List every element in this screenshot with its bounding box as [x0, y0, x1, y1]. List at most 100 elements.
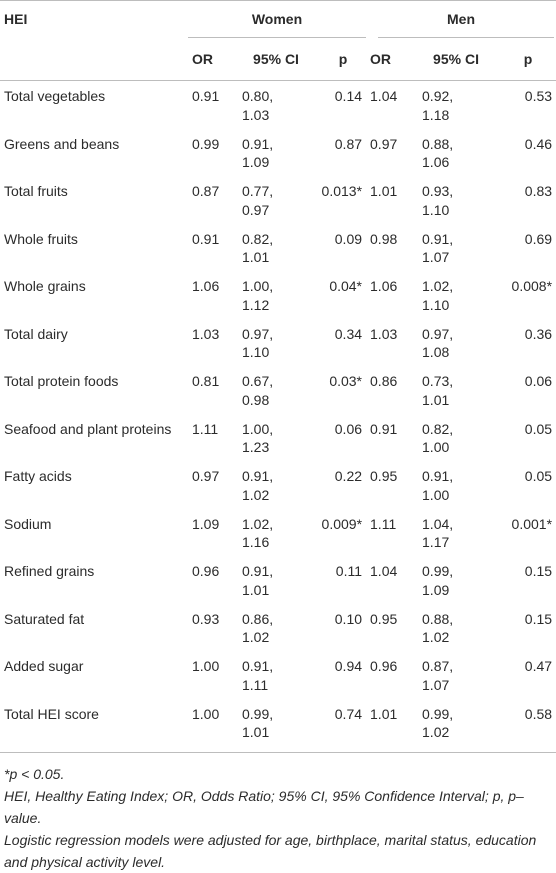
ci-lower: 0.91,	[242, 135, 274, 152]
ci-upper: 1.10	[242, 344, 270, 360]
ci-lower: 0.88,	[422, 610, 454, 627]
table-row: Greens and beans 0.99 0.91, 1.09 0.87 0.97 0.8…	[0, 128, 556, 176]
women-or-cell: 0.99	[192, 135, 220, 152]
ci-lower: 0.97,	[242, 325, 274, 342]
footnote-significance: *p < 0.05.	[4, 766, 65, 782]
men-p-cell: 0.69	[524, 230, 553, 247]
women-or-cell: 1.03	[192, 325, 220, 342]
women-p-cell: 0.94	[334, 658, 363, 674]
men-ci-cell: 0.91, 1.00	[412, 460, 500, 508]
women-p-cell: 0.34	[334, 325, 363, 342]
women-p-cell: 0.09	[334, 230, 363, 247]
men-p-cell: 0.47	[524, 658, 553, 674]
women-or-cell: 0.87	[192, 183, 220, 199]
men-ci-cell: 0.82, 1.00	[412, 413, 500, 461]
women-p-cell: 0.009*	[321, 515, 363, 532]
men-or-cell: 0.97	[370, 135, 398, 152]
group-header-women: Women	[251, 11, 303, 27]
women-ci-cell: 0.80, 1.03	[232, 80, 320, 128]
men-p-cell: 0.15	[524, 610, 553, 627]
women-or-cell: 1.06	[192, 278, 220, 294]
women-ci-cell: 0.97, 1.10	[232, 318, 320, 366]
column-header-women-p: p	[338, 51, 348, 67]
ci-upper: 1.01	[242, 249, 270, 265]
men-p-cell: 0.53	[524, 88, 553, 104]
ci-lower: 0.73,	[422, 373, 454, 389]
women-p-cell: 0.04*	[329, 278, 363, 294]
women-ci-cell: 0.67, 0.98	[232, 365, 320, 413]
women-or-cell: 0.96	[192, 563, 220, 579]
ci-lower: 1.00,	[242, 420, 274, 437]
men-p-cell: 0.46	[524, 135, 553, 152]
row-label: Sodium	[4, 515, 52, 532]
men-or-cell: 0.96	[370, 658, 398, 674]
women-p-cell: 0.06	[334, 420, 363, 437]
men-p-cell: 0.05	[524, 468, 553, 484]
women-ci-cell: 1.00, 1.23	[232, 413, 320, 461]
header-spacer	[0, 38, 188, 80]
column-header-hei: HEI	[4, 11, 28, 27]
men-group-rule	[378, 37, 554, 38]
row-label: Whole grains	[4, 278, 86, 294]
ci-lower: 0.92,	[422, 88, 454, 104]
ci-upper: 1.12	[242, 296, 270, 313]
table-row: Total protein foods 0.81 0.67, 0.98 0.03* 0.8…	[0, 365, 556, 413]
ci-lower: 0.88,	[422, 135, 454, 152]
ci-lower: 1.04,	[422, 515, 454, 532]
men-or-cell: 1.03	[370, 325, 398, 342]
row-label: Total dairy	[4, 325, 68, 342]
men-ci-cell: 0.87, 1.07	[412, 650, 500, 698]
ci-lower: 0.67,	[242, 373, 274, 389]
women-or-cell: 1.09	[192, 515, 220, 532]
women-p-cell: 0.22	[334, 468, 363, 484]
footnote-model: Logistic regression models were adjusted…	[4, 832, 537, 870]
men-ci-cell: 1.04, 1.17	[412, 508, 500, 556]
ci-lower: 0.91,	[422, 468, 454, 484]
ci-lower: 1.00,	[242, 278, 274, 294]
women-p-cell: 0.013*	[321, 183, 363, 199]
column-header-men-or: OR	[370, 51, 392, 67]
ci-lower: 0.87,	[422, 658, 454, 674]
women-p-cell: 0.74	[334, 705, 363, 722]
ci-upper: 1.06	[422, 154, 450, 170]
ci-upper: 1.10	[422, 296, 450, 313]
column-header-women-ci: 95% CI	[253, 51, 299, 67]
men-or-cell: 1.01	[370, 705, 398, 722]
women-or-cell: 1.00	[192, 658, 220, 674]
men-or-cell: 1.04	[370, 563, 398, 579]
men-or-cell: 0.98	[370, 230, 398, 247]
ci-upper: 1.03	[242, 106, 270, 123]
row-label: Total vegetables	[4, 88, 106, 104]
column-header-men-ci: 95% CI	[433, 51, 479, 67]
ci-upper: 1.00	[422, 486, 450, 503]
ci-lower: 0.99,	[422, 563, 454, 579]
ci-upper: 1.01	[242, 724, 270, 740]
ci-upper: 1.08	[422, 344, 450, 360]
women-or-cell: 1.11	[192, 420, 219, 437]
men-ci-cell: 0.92, 1.18	[412, 80, 500, 128]
men-or-cell: 1.06	[370, 278, 398, 294]
table-footnotes: *p < 0.05. HEI, Healthy Eating Index; OR…	[4, 763, 554, 873]
ci-upper: 0.97	[242, 201, 270, 218]
ci-lower: 1.02,	[242, 515, 274, 532]
women-p-cell: 0.87	[334, 135, 363, 152]
ci-lower: 0.91,	[242, 658, 274, 674]
men-or-cell: 0.95	[370, 468, 398, 484]
ci-lower: 0.91,	[242, 563, 274, 579]
ci-lower: 0.91,	[422, 230, 454, 247]
ci-upper: 1.00	[422, 439, 450, 455]
women-ci-cell: 0.99, 1.01	[232, 698, 320, 746]
men-or-cell: 1.11	[370, 515, 397, 532]
ci-upper: 1.02	[422, 724, 450, 740]
women-ci-cell: 0.91, 1.02	[232, 460, 320, 508]
table-row: Total fruits 0.87 0.77, 0.97 0.013* 1.01 0.93,…	[0, 175, 556, 223]
women-or-cell: 0.97	[192, 468, 220, 484]
hei-odds-table: HEI Women Men OR 95% CI p OR 95% CI p To…	[0, 11, 556, 746]
table-row: Sodium 1.09 1.02, 1.16 0.009* 1.11 1.04, 1.17 0.…	[0, 508, 556, 556]
ci-upper: 1.01	[242, 581, 270, 598]
ci-upper: 1.16	[242, 534, 270, 550]
table-row: Seafood and plant proteins 1.11 1.00, 1.23 0…	[0, 413, 556, 461]
men-p-cell: 0.008*	[511, 278, 553, 294]
men-p-cell: 0.001*	[511, 515, 553, 532]
